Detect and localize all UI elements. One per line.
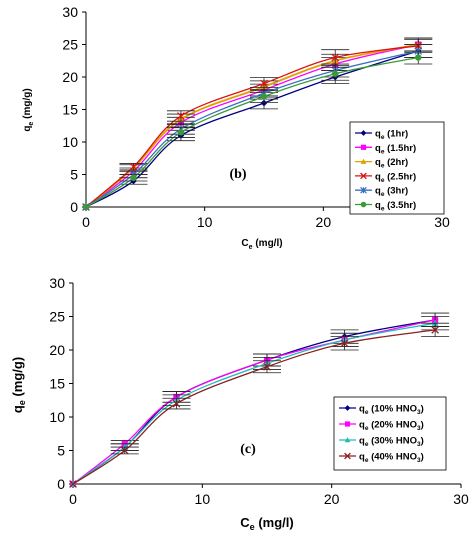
y-tick-label: 15 [49, 376, 65, 392]
y-axis-title: qe (mg/g) [22, 88, 35, 131]
data-point [331, 53, 340, 62]
x-tick-label: 20 [324, 491, 340, 507]
legend-marker [360, 201, 367, 208]
data-point [177, 129, 185, 136]
data-point [260, 93, 268, 100]
data-point [120, 446, 129, 455]
x-axis-title: Ce (mg/l) [240, 515, 293, 532]
y-tick-label: 25 [49, 309, 65, 325]
legend-entry: qe (2hr) [375, 157, 408, 170]
data-point [260, 79, 268, 88]
y-tick-label: 10 [49, 409, 65, 425]
legend-marker [344, 452, 351, 460]
panel-label: (b) [229, 167, 246, 182]
legend-marker [360, 130, 367, 136]
legend-entry: qe (10% HNO3) [359, 404, 424, 417]
legend-entry: qe (1.5hr) [375, 143, 416, 156]
chart-panel-1: 0 5 10 15 20 25 30 0 10 20 30 Ce (mg/l) qe (mg/g) qe … [22, 4, 450, 251]
y-tick-label: 5 [57, 443, 65, 459]
legend-entry: qe (20% HNO3) [359, 420, 424, 433]
data-point [172, 399, 181, 408]
legend: qe (10% HNO3) qe (20% HNO3) qe (30% HNO3) q… [333, 396, 447, 471]
y-tick-label: 25 [62, 37, 78, 53]
data-point [340, 339, 349, 348]
chart-panel-2: 0 5 10 15 20 25 30 0 10 20 30 Ce (mg/l) qe (mg/g) qe … [10, 275, 469, 532]
data-point [129, 162, 138, 171]
legend-marker [360, 186, 367, 194]
legend-marker [360, 172, 367, 180]
legend-marker [344, 405, 351, 411]
y-tick-label: 15 [62, 102, 78, 118]
legend-marker [344, 421, 351, 427]
data-point [431, 326, 439, 334]
data-point [260, 99, 268, 107]
y-tick-label: 0 [70, 199, 78, 215]
y-tick-label: 5 [70, 167, 78, 183]
x-axis-title: Ce (mg/l) [241, 238, 282, 251]
x-tick-label: 10 [197, 214, 213, 230]
legend-entry: qe (30% HNO3) [359, 436, 424, 449]
y-tick-label: 0 [57, 476, 65, 492]
y-tick-label: 20 [62, 69, 78, 85]
series-4 [69, 322, 450, 488]
legend-box [333, 396, 447, 471]
x-tick-label: 30 [434, 214, 450, 230]
x-tick-label: 10 [195, 491, 211, 507]
legend-entry: qe (3hr) [375, 186, 408, 199]
y-tick-label: 10 [62, 134, 78, 150]
data-point [331, 70, 339, 77]
series-6 [82, 50, 433, 211]
y-tick-label: 30 [49, 275, 65, 291]
data-point [69, 480, 77, 488]
legend-marker [360, 144, 367, 150]
data-point [263, 362, 271, 371]
legend-entry: qe (3.5hr) [375, 200, 416, 213]
data-point [415, 54, 422, 61]
y-axis-title: qe (mg/g) [10, 357, 27, 413]
x-tick-label: 20 [316, 214, 332, 230]
legend-entry: qe (40% HNO3) [359, 452, 424, 465]
x-tick-label: 0 [69, 491, 77, 507]
data-point [177, 112, 185, 120]
legend-marker [360, 158, 367, 164]
data-point [82, 203, 90, 211]
legend-marker [344, 437, 351, 443]
y-tick-label: 20 [49, 342, 65, 358]
legend-box [349, 121, 445, 215]
data-point [130, 174, 137, 181]
legend-entry: qe (2.5hr) [375, 171, 416, 184]
x-tick-label: 30 [453, 491, 469, 507]
x-tick-label: 0 [82, 214, 90, 230]
legend: qe (1hr)qe (1.5hr)qe (2hr)qe (2.5hr) qe (… [349, 121, 445, 215]
y-tick-label: 30 [62, 4, 78, 20]
panel-label: (c) [240, 442, 256, 457]
legend-entry: qe (1hr) [375, 129, 408, 142]
